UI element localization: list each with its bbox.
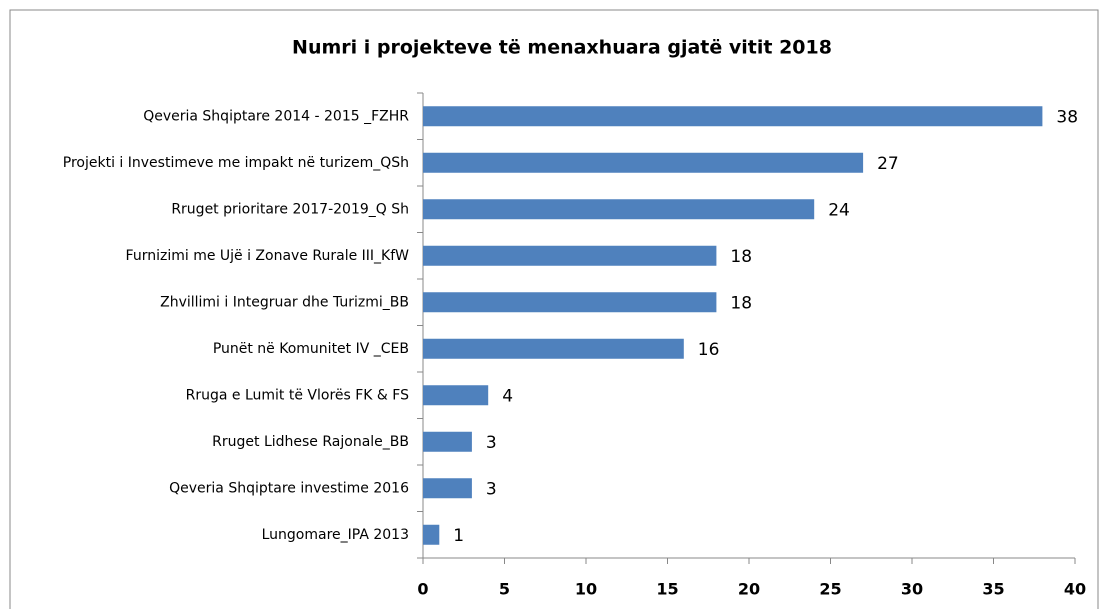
bar — [423, 152, 864, 173]
bar — [423, 478, 472, 499]
value-label: 1 — [453, 526, 464, 546]
bar — [423, 106, 1043, 127]
value-label: 4 — [502, 386, 513, 406]
bar — [423, 199, 815, 220]
value-label: 18 — [730, 247, 752, 267]
value-label: 27 — [877, 154, 899, 174]
x-tick-label: 30 — [901, 580, 923, 599]
chart-title: Numri i projekteve të menaxhuara gjatë v… — [292, 37, 832, 59]
value-label: 18 — [730, 293, 752, 313]
x-tick-label: 40 — [1064, 580, 1086, 599]
category-label: Lungomare_IPA 2013 — [262, 527, 409, 543]
value-label: 3 — [486, 479, 497, 499]
bar — [423, 431, 472, 452]
category-label: Punët në Komunitet IV _CEB — [213, 341, 409, 357]
x-tick-label: 5 — [499, 580, 510, 599]
category-label: Furnizimi me Ujë i Zonave Rurale III_KfW — [126, 248, 410, 264]
bar — [423, 385, 489, 406]
value-label: 38 — [1056, 107, 1078, 127]
value-label: 16 — [698, 340, 720, 360]
bar — [423, 524, 440, 545]
value-label: 24 — [828, 200, 850, 220]
x-tick-label: 15 — [656, 580, 678, 599]
category-label: Qeveria Shqiptare 2014 - 2015 _FZHR — [143, 108, 409, 124]
x-tick-label: 20 — [738, 580, 760, 599]
bar — [423, 245, 717, 266]
x-tick-label: 25 — [819, 580, 841, 599]
bar — [423, 338, 684, 359]
x-tick-label: 0 — [417, 580, 428, 599]
x-tick-label: 35 — [982, 580, 1004, 599]
category-label: Rruget Lidhese Rajonale_BB — [212, 434, 409, 450]
category-label: Qeveria Shqiptare investime 2016 — [169, 480, 409, 496]
category-label: Rruga e Lumit të Vlorës FK & FS — [186, 387, 409, 403]
category-label: Projekti i Investimeve me impakt në turi… — [63, 155, 409, 171]
value-label: 3 — [486, 433, 497, 453]
x-tick-label: 10 — [575, 580, 597, 599]
category-label: Zhvillimi i Integruar dhe Turizmi_BB — [160, 294, 409, 310]
category-label: Rruget prioritare 2017-2019_Q Sh — [171, 201, 409, 217]
bar — [423, 292, 717, 313]
